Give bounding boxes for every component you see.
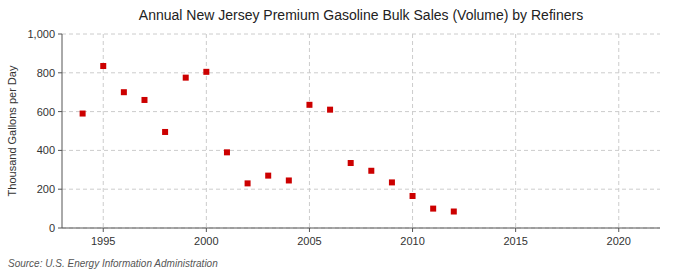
point (430, 206, 436, 212)
grid-line (515, 34, 516, 228)
grid-line (62, 111, 660, 112)
y-axis-line (62, 34, 63, 228)
tick-mark (58, 150, 62, 151)
point (368, 168, 374, 174)
x-axis-line (62, 228, 660, 229)
y-axis-label: Thousand Gallons per Day (6, 65, 18, 196)
tick-mark (58, 34, 62, 35)
point (100, 63, 106, 69)
point (327, 107, 333, 113)
grid-line (618, 34, 619, 228)
tick-label: 2000 (194, 235, 218, 247)
point (141, 97, 147, 103)
tick-label: 2005 (297, 235, 321, 247)
source-note: Source: U.S. Energy Information Administ… (8, 258, 218, 269)
point (183, 75, 189, 81)
grid-line (62, 72, 660, 73)
tick-mark (58, 228, 62, 229)
point (245, 180, 251, 186)
grid-line (62, 150, 660, 151)
tick-label: 800 (37, 67, 55, 79)
axes: 0 200 400 600 800 1,000 1995 2000 2005 2010 2015 20… (27, 28, 660, 247)
grid (62, 34, 660, 228)
point (306, 102, 312, 108)
tick-mark (206, 228, 207, 232)
tick-label: 0 (49, 222, 55, 234)
point (162, 129, 168, 135)
grid-line (206, 34, 207, 228)
point (121, 89, 127, 95)
tick-mark (58, 72, 62, 73)
tick-mark (515, 228, 516, 232)
title: Annual New Jersey Premium Gasoline Bulk … (139, 7, 583, 23)
point (389, 179, 395, 185)
tick-label: 1995 (91, 235, 115, 247)
point (80, 111, 86, 117)
tick-label: 1,000 (27, 28, 55, 40)
tick-mark (412, 228, 413, 232)
tick-label: 400 (37, 144, 55, 156)
tick-label: 2015 (503, 235, 527, 247)
tick-mark (58, 189, 62, 190)
tick-label: 2010 (400, 235, 424, 247)
point (203, 69, 209, 75)
chart: 0 200 400 600 800 1,000 1995 2000 2005 2010 2015 20… (0, 0, 675, 275)
grid-line (62, 189, 660, 190)
tick-mark (309, 228, 310, 232)
tick-label: 200 (37, 183, 55, 195)
point (410, 193, 416, 199)
grid-line (309, 34, 310, 228)
grid-line (62, 228, 660, 229)
point (451, 209, 457, 215)
grid-line (62, 34, 660, 35)
tick-mark (618, 228, 619, 232)
point (348, 160, 354, 166)
point (286, 177, 292, 183)
tick-label: 600 (37, 106, 55, 118)
tick-mark (58, 111, 62, 112)
point (224, 149, 230, 155)
point (265, 173, 271, 179)
points (80, 63, 457, 215)
tick-label: 2020 (607, 235, 631, 247)
tick-mark (103, 228, 104, 232)
